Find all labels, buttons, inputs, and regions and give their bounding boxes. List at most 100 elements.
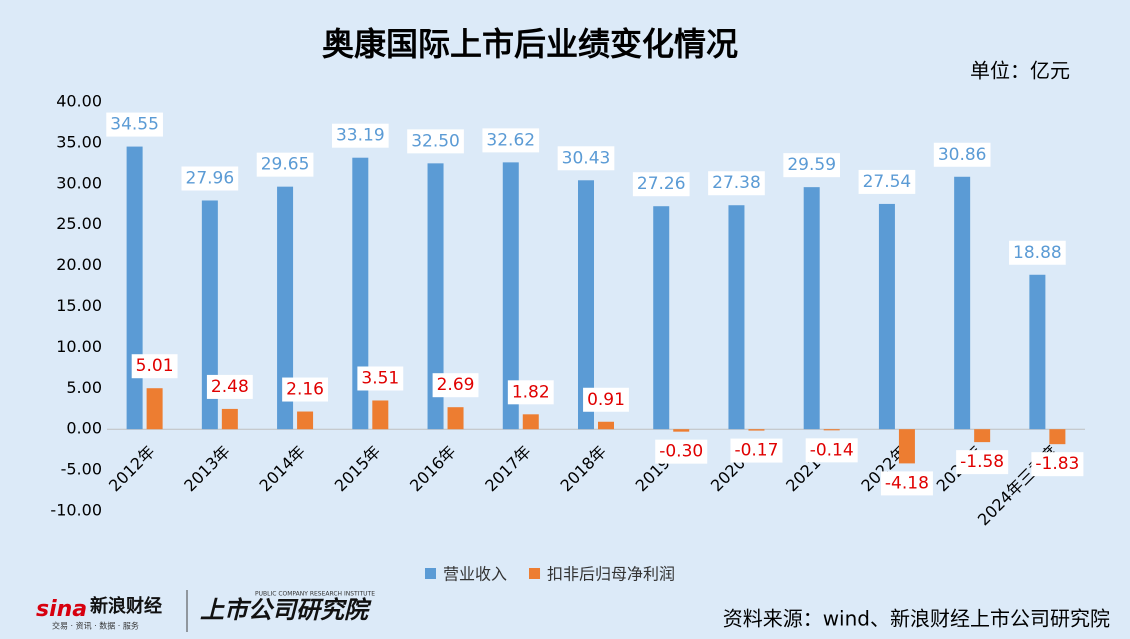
bar xyxy=(502,162,519,430)
chart-title: 奥康国际上市后业绩变化情况 xyxy=(322,25,738,63)
legend-swatch xyxy=(529,568,541,579)
y-tick-label: 30.00 xyxy=(56,173,102,192)
bar xyxy=(146,388,163,430)
value-label: 27.38 xyxy=(712,173,761,193)
value-label: 30.43 xyxy=(562,148,611,168)
value-label: -1.58 xyxy=(960,452,1004,472)
logo: sina xyxy=(36,597,87,622)
value-label-box xyxy=(557,146,615,171)
value-label-box xyxy=(407,129,464,154)
bar xyxy=(201,200,218,430)
value-label-box xyxy=(357,366,404,391)
bar xyxy=(898,429,915,464)
value-label-box xyxy=(583,387,629,412)
unit: 单位：亿元 xyxy=(970,59,1070,83)
value-label-box xyxy=(708,171,765,196)
bar xyxy=(1029,274,1046,430)
y-tick-label: 40.00 xyxy=(56,92,102,111)
y-tick-label: -5.00 xyxy=(61,460,102,479)
value-label-box xyxy=(632,172,690,197)
bar xyxy=(447,407,464,430)
value-label: 2.69 xyxy=(437,375,475,395)
value-label: 1.82 xyxy=(512,382,550,402)
bar xyxy=(954,176,971,430)
bar xyxy=(878,203,895,430)
value-label-box xyxy=(858,169,916,194)
bar xyxy=(297,411,314,430)
value-label-box xyxy=(1031,452,1084,477)
value-label-box xyxy=(106,112,163,137)
value-label: -0.17 xyxy=(734,441,778,461)
legend-swatch xyxy=(425,568,436,579)
y-tick-label: 35.00 xyxy=(56,132,102,151)
value-label-box xyxy=(655,439,708,464)
bar xyxy=(748,429,765,431)
x-tick-label: 2017年 xyxy=(481,442,535,496)
bar xyxy=(277,186,294,430)
bar xyxy=(522,414,539,430)
value-label-box xyxy=(880,471,933,496)
value-label-box xyxy=(730,438,783,463)
bar xyxy=(803,187,820,430)
value-label-box xyxy=(805,438,858,463)
value-label: 18.88 xyxy=(1013,243,1062,263)
logo: 上市公司研究院 xyxy=(200,596,372,624)
bar xyxy=(352,157,369,430)
value-label: -0.30 xyxy=(659,442,703,462)
value-label-box xyxy=(432,373,479,398)
value-label-box xyxy=(482,128,540,153)
value-label-box xyxy=(956,450,1009,475)
legend-label: 扣非后归母净利润 xyxy=(547,565,675,584)
x-tick-label: 2013年 xyxy=(180,442,234,496)
value-label-box xyxy=(256,152,314,177)
value-label: -0.14 xyxy=(810,440,854,460)
bar xyxy=(653,206,670,430)
logo: 新浪财经 xyxy=(90,595,162,617)
bar xyxy=(578,180,594,430)
y-tick-label: -10.00 xyxy=(50,501,102,520)
bar xyxy=(126,146,143,430)
value-label-box xyxy=(1009,240,1066,265)
value-label: -1.83 xyxy=(1035,454,1079,474)
x-tick-label: 2016年 xyxy=(406,442,460,496)
bar xyxy=(598,421,614,430)
y-tick-label: 15.00 xyxy=(56,296,102,315)
value-label-box xyxy=(933,142,991,167)
x-tick-label: 2018年 xyxy=(556,442,610,496)
legend-label: 营业收入 xyxy=(443,565,507,584)
value-label: 27.96 xyxy=(186,168,235,188)
x-tick-label: 2014年 xyxy=(256,442,310,496)
source: 资料来源：wind、新浪财经上市公司研究院 xyxy=(723,607,1110,631)
y-tick-label: 0.00 xyxy=(66,419,102,438)
y-tick-label: 20.00 xyxy=(56,255,102,274)
bar xyxy=(673,429,690,432)
value-label: 2.48 xyxy=(211,377,249,397)
value-label: 29.59 xyxy=(787,155,836,175)
bar xyxy=(372,400,389,430)
y-tick-label: 25.00 xyxy=(56,214,102,233)
value-label: 3.51 xyxy=(361,368,399,388)
bar xyxy=(974,429,991,443)
bar xyxy=(221,408,238,430)
value-label: 27.26 xyxy=(637,174,686,194)
value-label: -4.18 xyxy=(885,473,929,493)
value-label-box xyxy=(181,166,239,191)
value-label: 34.55 xyxy=(110,115,159,135)
value-label-box xyxy=(331,123,389,148)
value-label: 32.50 xyxy=(411,131,460,151)
bar xyxy=(728,205,745,430)
value-label: 30.86 xyxy=(938,145,987,165)
value-label-box xyxy=(783,153,841,178)
value-label-box xyxy=(131,354,178,379)
bar xyxy=(427,163,444,430)
bar xyxy=(1049,429,1066,445)
value-label: 29.65 xyxy=(261,155,310,175)
x-tick-label: 2012年 xyxy=(105,442,159,496)
value-label: 5.01 xyxy=(136,356,174,376)
logo: PUBLIC COMPANY RESEARCH INSTITUTE xyxy=(255,591,375,598)
value-label: 33.19 xyxy=(336,126,385,146)
value-label: 2.16 xyxy=(286,380,324,400)
value-label: 27.54 xyxy=(863,172,912,192)
y-tick-label: 5.00 xyxy=(66,378,102,397)
